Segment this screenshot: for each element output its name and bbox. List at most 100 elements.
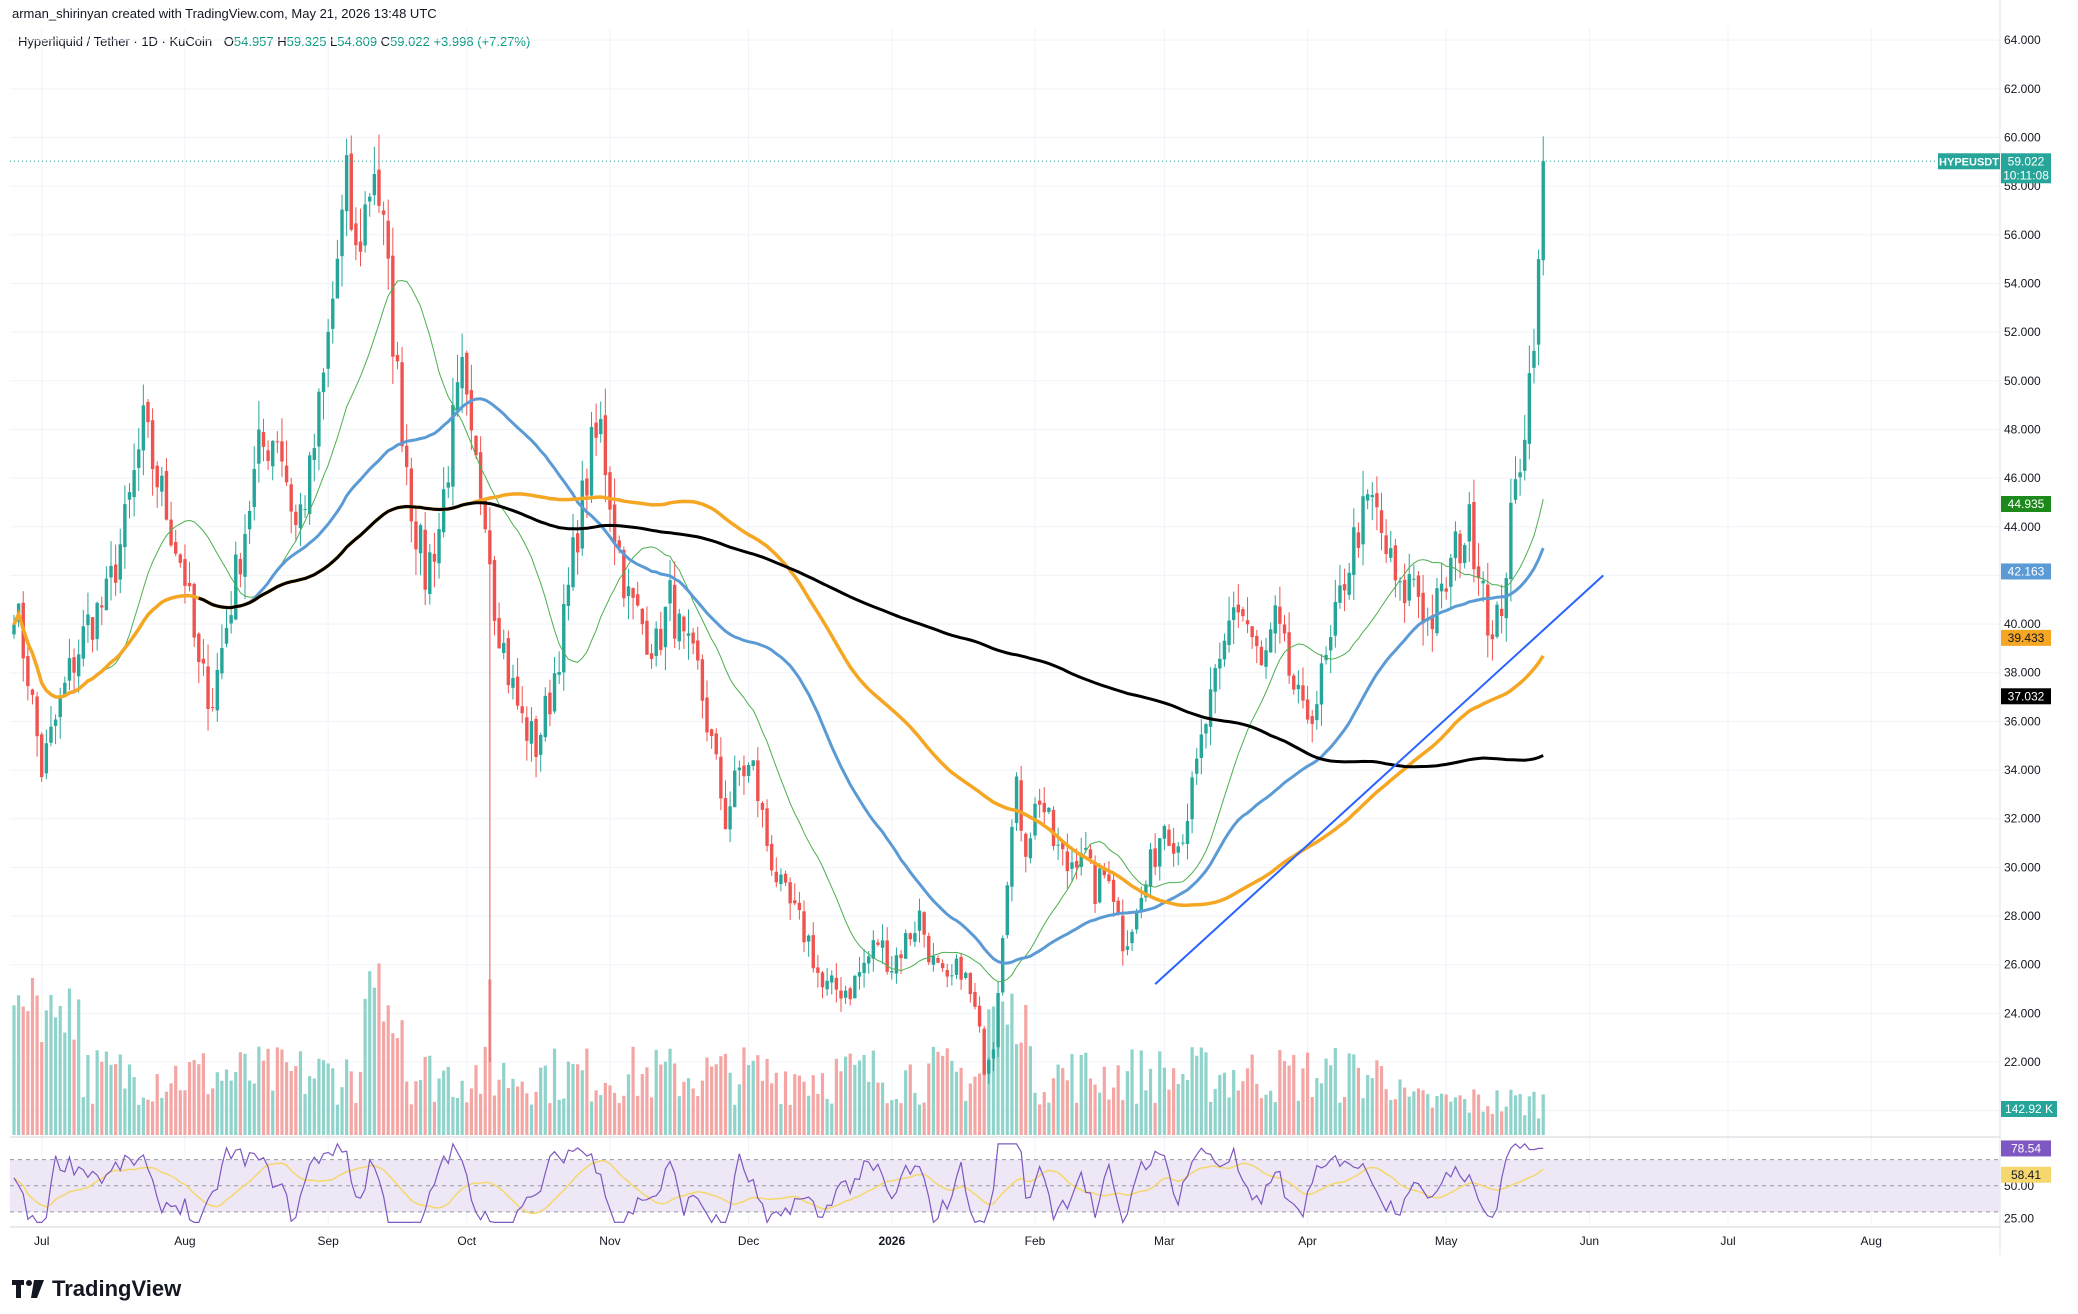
volume-bar <box>26 1011 30 1135</box>
candle-body <box>820 972 825 988</box>
candle-body <box>636 594 640 606</box>
volume-bar <box>1347 1053 1351 1135</box>
ma-50-price-label: 42.163 <box>2008 564 2045 578</box>
volume-bar <box>774 1072 778 1135</box>
volume-bar <box>58 1005 62 1135</box>
candle-body <box>603 415 608 476</box>
candle-body <box>964 972 968 978</box>
candle-body <box>1518 472 1522 478</box>
volume-bar <box>1463 1099 1467 1135</box>
candle-body <box>1430 615 1435 630</box>
candle-body <box>1010 826 1014 887</box>
volume-bar <box>807 1095 811 1135</box>
volume-bar <box>67 988 72 1135</box>
volume-bar <box>252 1083 256 1135</box>
candle-body <box>1121 915 1125 952</box>
volume-bar <box>280 1049 284 1135</box>
candle-body <box>1162 825 1167 839</box>
volume-bar <box>1111 1087 1116 1135</box>
volume-bar <box>72 1039 76 1135</box>
volume-bar <box>474 1065 478 1135</box>
volume-bar <box>1527 1096 1531 1135</box>
candle-body <box>672 584 677 639</box>
volume-bar <box>723 1053 728 1135</box>
candle-body <box>806 935 811 942</box>
volume-bar <box>266 1048 270 1135</box>
volume-bar <box>1486 1106 1490 1135</box>
candle-body <box>922 912 926 935</box>
candle-body <box>1449 557 1453 587</box>
volume-bar <box>21 1006 25 1135</box>
volume-bar <box>733 1104 737 1135</box>
volume-bar <box>779 1104 783 1135</box>
low-label: L <box>330 34 338 49</box>
volume-bar <box>1098 1092 1102 1135</box>
candle-body <box>414 521 418 550</box>
volume-bar <box>294 1066 298 1135</box>
candle-body <box>515 676 520 706</box>
candle-body <box>1342 584 1347 591</box>
volume-bar <box>1375 1060 1379 1135</box>
volume-bar <box>1232 1070 1236 1135</box>
candle-body <box>1513 479 1518 500</box>
candle-body <box>1241 609 1245 617</box>
candle-body <box>1250 626 1254 638</box>
volume-bar <box>492 1095 497 1135</box>
candle-body <box>1338 585 1342 603</box>
volume-bar <box>668 1048 672 1135</box>
candle-body <box>1315 704 1319 721</box>
candle-body <box>298 504 303 528</box>
volume-bar <box>137 1104 141 1135</box>
low-value: 54.809 <box>337 34 378 49</box>
volume-bar <box>853 1064 857 1135</box>
volume-bar <box>382 1021 386 1135</box>
candle-body <box>1398 581 1402 583</box>
volume-bar <box>155 1074 159 1135</box>
volume-bar <box>1213 1088 1217 1135</box>
volume-bar <box>945 1048 949 1135</box>
volume-bar <box>506 1087 510 1135</box>
candle-body <box>1444 588 1448 592</box>
last-price-label: 59.022 <box>2008 154 2045 168</box>
volume-bar <box>1121 1100 1125 1135</box>
candle-body <box>843 990 848 998</box>
volume-bar <box>12 1005 16 1135</box>
tradingview-logo[interactable]: TradingView <box>12 1276 181 1302</box>
volume-bar <box>257 1046 261 1135</box>
change-value: +3.998 (+7.27%) <box>433 34 531 49</box>
volume-bar <box>1158 1051 1162 1135</box>
candle-body <box>1375 493 1379 508</box>
time-tick-label: Aug <box>174 1234 195 1248</box>
candle-body <box>1070 862 1074 869</box>
candle-body <box>733 770 737 808</box>
candle-body <box>700 659 705 701</box>
volume-bar <box>793 1074 797 1135</box>
volume-bar <box>1190 1047 1194 1135</box>
candle-body <box>834 977 839 990</box>
volume-bar <box>1079 1054 1083 1135</box>
candle-body <box>760 803 765 810</box>
volume-bar <box>950 1060 954 1135</box>
volume-bar <box>543 1065 547 1135</box>
time-tick-label: Jun <box>1580 1234 1599 1248</box>
candle-body <box>788 882 792 904</box>
volume-bar <box>719 1056 723 1135</box>
candle-body <box>931 956 936 965</box>
candle-body <box>1402 579 1407 604</box>
volume-bar <box>479 1093 483 1135</box>
volume-bar <box>1342 1097 1347 1135</box>
candle-body <box>728 806 732 830</box>
ma-100-price-badge <box>2001 629 2051 646</box>
volume-bar <box>529 1104 534 1135</box>
candle-body <box>257 429 261 464</box>
volume-bar <box>1278 1049 1282 1135</box>
volume-bar <box>17 995 21 1135</box>
volume-bar <box>49 994 53 1135</box>
candle-body <box>1527 373 1532 444</box>
volume-bar <box>35 995 39 1135</box>
candle-body <box>72 657 76 673</box>
volume-bar <box>151 1101 155 1135</box>
symbol-legend[interactable]: Hyperliquid / Tether · 1D · KuCoin O54.9… <box>18 34 530 49</box>
candle-body <box>705 697 709 733</box>
